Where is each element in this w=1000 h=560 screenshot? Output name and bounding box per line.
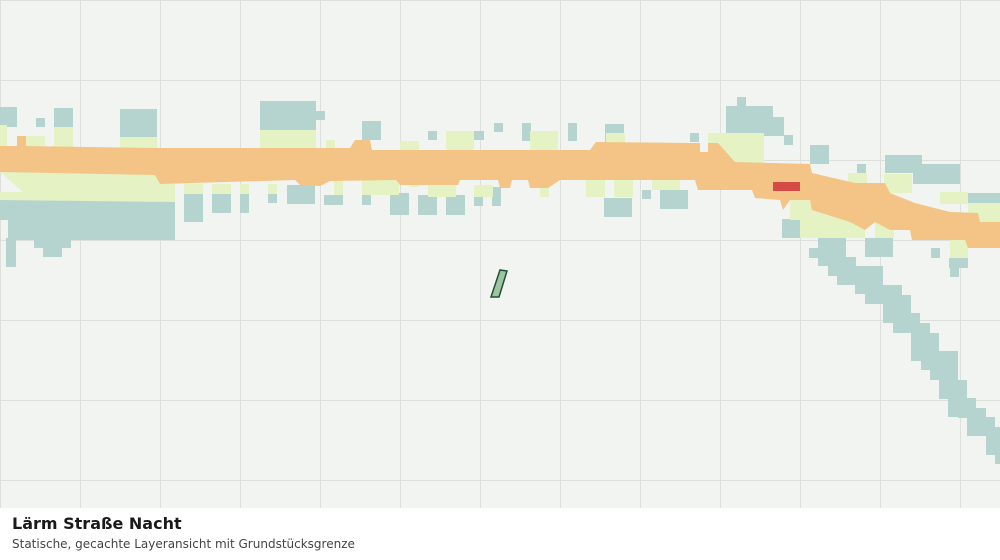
noise-very-high <box>773 182 800 191</box>
parcel-boundary <box>489 269 508 298</box>
map-background <box>0 0 1000 508</box>
map-title: Lärm Straße Nacht <box>12 514 182 533</box>
map-subtitle: Statische, gecachte Layeransicht mit Gru… <box>12 537 355 551</box>
caption-panel: Lärm Straße Nacht Statische, gecachte La… <box>0 508 1000 560</box>
noise-high <box>0 136 1000 248</box>
noise-map <box>0 0 1000 508</box>
noise-medium <box>0 125 1000 258</box>
